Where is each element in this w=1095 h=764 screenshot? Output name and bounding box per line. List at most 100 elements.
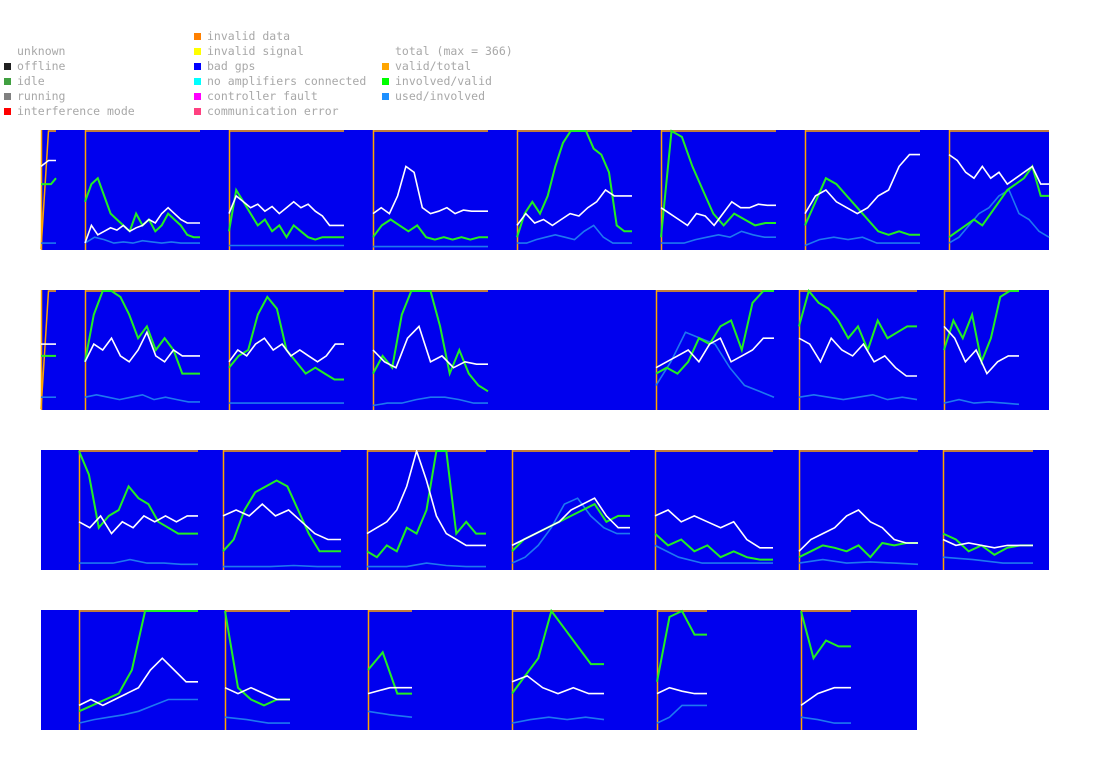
used-involved-line <box>655 331 775 398</box>
used-involved-line <box>656 704 707 724</box>
legend-label: used/involved <box>395 89 486 103</box>
legend-item-series: total (max = 366) <box>382 44 513 59</box>
panel <box>84 290 200 410</box>
legend-label: total (max = 366) <box>395 44 513 58</box>
involved-valid-line <box>78 450 198 535</box>
panel <box>943 290 1020 410</box>
legend-label: invalid data <box>207 29 291 43</box>
legend-swatch <box>382 93 389 100</box>
used-involved-line <box>224 716 290 724</box>
used-involved-line <box>942 556 1033 564</box>
total-line <box>800 686 851 707</box>
involved-valid-line <box>798 288 917 353</box>
legend-item-errors: no amplifiers connected <box>194 74 366 89</box>
used-involved-line <box>798 393 918 401</box>
legend-swatch <box>194 108 201 115</box>
row-background <box>41 290 1049 410</box>
total-line <box>655 337 774 369</box>
panel <box>798 288 918 410</box>
legend-swatch <box>194 33 201 40</box>
valid-total-line <box>40 290 56 410</box>
involved-valid-line <box>228 187 344 241</box>
involved-valid-line <box>367 650 412 695</box>
panel <box>372 290 489 410</box>
panel <box>800 610 851 730</box>
legend-errors: invalid data invalid signal bad gps no ampl… <box>194 29 366 119</box>
panel <box>78 610 198 730</box>
total-line <box>222 503 341 541</box>
involved-valid-line <box>516 130 632 238</box>
panel <box>224 610 290 730</box>
involved-valid-line <box>655 290 774 375</box>
panel <box>516 130 632 250</box>
used-involved-line <box>367 710 413 718</box>
chart-row <box>40 288 1049 410</box>
legend-swatch <box>4 78 11 85</box>
total-line <box>228 194 344 227</box>
legend-swatch <box>4 63 11 70</box>
involved-valid-line <box>222 479 341 553</box>
total-line <box>84 330 200 363</box>
legend-label: offline <box>17 59 66 73</box>
panel <box>367 610 413 730</box>
panel <box>366 448 486 570</box>
total-line <box>804 153 920 215</box>
panel <box>222 450 341 570</box>
chart-row <box>40 129 1050 250</box>
total-line <box>511 674 604 695</box>
chart-row <box>41 608 917 730</box>
legend-swatch <box>194 93 201 100</box>
used-involved-line <box>804 236 920 247</box>
panel <box>40 130 57 250</box>
total-line <box>367 686 412 695</box>
used-involved-line <box>372 396 488 407</box>
panel <box>942 450 1033 570</box>
panel <box>511 450 630 570</box>
legend-item-series: valid/total <box>382 59 513 74</box>
total-line <box>78 514 198 535</box>
panel <box>372 130 488 250</box>
total-line <box>228 337 344 363</box>
row-background <box>41 610 917 730</box>
legend-swatch <box>194 78 201 85</box>
panel <box>654 450 773 570</box>
used-involved-line <box>661 230 776 244</box>
total-line <box>660 200 776 227</box>
used-involved-line <box>800 716 851 724</box>
panel <box>511 608 605 730</box>
legend-swatch <box>4 108 11 115</box>
legend-label: invalid signal <box>207 44 304 58</box>
used-involved-line <box>943 398 1020 406</box>
used-involved-line <box>517 224 632 244</box>
legend-label: idle <box>17 74 45 88</box>
involved-valid-line <box>41 177 57 186</box>
panel <box>804 130 920 250</box>
valid-total-line <box>40 130 56 250</box>
used-involved-line <box>948 188 1050 244</box>
involved-valid-line <box>366 450 486 559</box>
legend-item-status: interference mode <box>4 104 135 119</box>
used-involved-line <box>511 716 605 724</box>
legend-item-status: unknown <box>4 44 135 59</box>
total-line <box>372 324 488 369</box>
panel <box>656 609 707 730</box>
total-line <box>656 686 707 695</box>
legend-status: unknown offline idle running interference mo… <box>4 44 135 119</box>
involved-valid-line <box>804 176 920 236</box>
total-line <box>372 165 488 215</box>
legend-swatch <box>382 78 389 85</box>
row-background <box>41 450 1049 570</box>
legend-label: communication error <box>207 104 339 118</box>
legend-item-status: running <box>4 89 135 104</box>
used-involved-line <box>798 558 919 566</box>
used-involved-line <box>79 558 198 566</box>
total-line <box>84 206 200 244</box>
involved-valid-line <box>800 610 851 661</box>
panel <box>228 130 344 250</box>
legend-item-series: used/involved <box>382 89 513 104</box>
legend-series: total (max = 366) valid/total involved/val… <box>382 44 513 104</box>
total-line <box>516 188 632 227</box>
panel <box>40 290 56 410</box>
total-line <box>798 509 918 552</box>
panel <box>660 129 776 250</box>
